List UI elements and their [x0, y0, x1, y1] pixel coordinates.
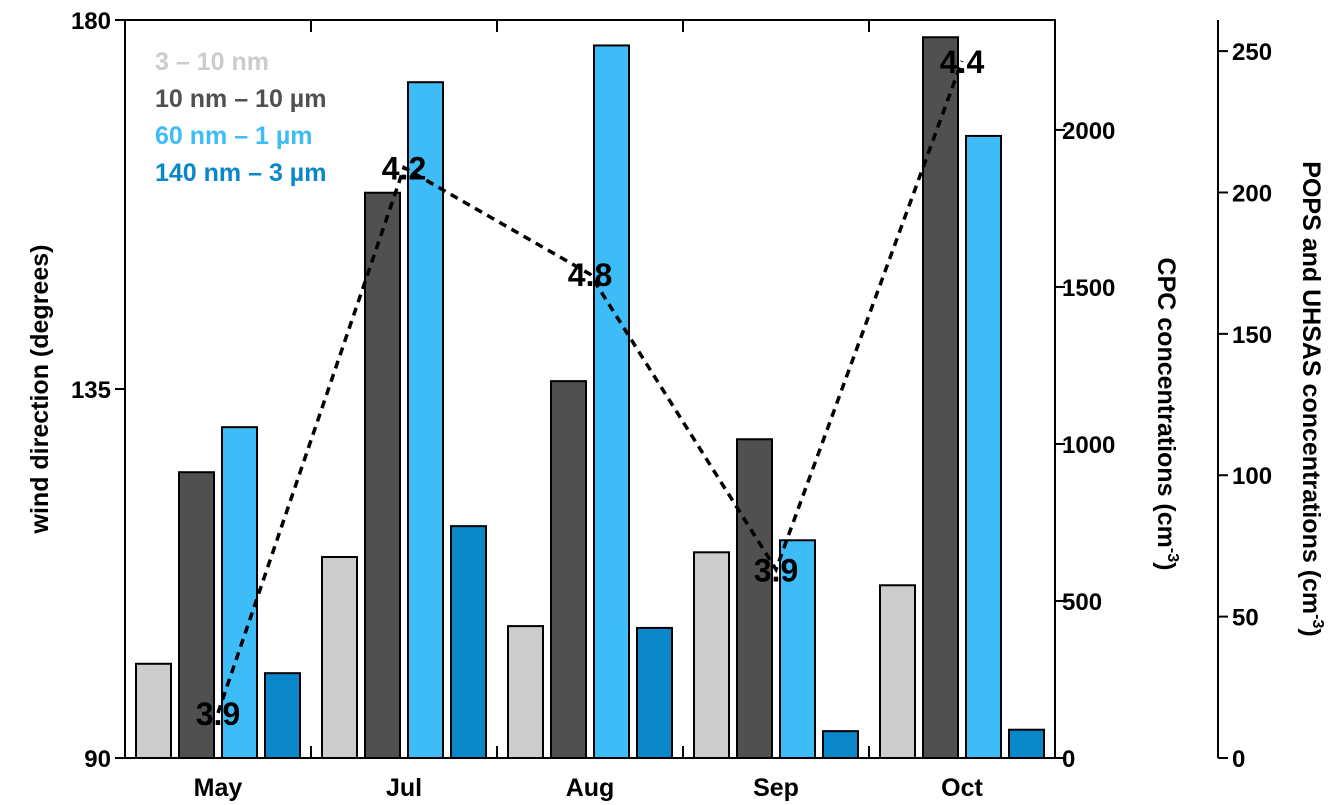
bar-1-jul [364, 191, 401, 760]
bar-2-jul [407, 81, 444, 759]
bar-3-oct [1008, 728, 1045, 759]
pops-tick-label-1: 50 [1232, 605, 1259, 632]
bar-1-sep [736, 438, 773, 759]
pops-tick-label-0: 0 [1232, 746, 1245, 773]
left-axis-title: wind direction (degrees) [26, 245, 54, 535]
bar-3-sep [822, 730, 859, 760]
bar-2-may [221, 426, 258, 759]
bar-1-may [178, 471, 215, 759]
axes-layer: 90 135 180 wind direction (degrees) May Jul Au… [26, 8, 1326, 802]
pops-axis-title-sup: -3 [1309, 614, 1326, 628]
bars-layer [135, 36, 1045, 760]
pops-axis-title-end: ) [1297, 628, 1325, 636]
bar-1-oct [922, 36, 959, 759]
pops-tick-label-4: 200 [1232, 180, 1272, 207]
bar-0-sep [693, 551, 730, 759]
wind-speed-label-3: 3.9 [754, 552, 798, 588]
bar-1-aug [550, 380, 587, 759]
bar-0-oct [879, 584, 916, 760]
cpc-axis-title-sup: -3 [1164, 548, 1181, 562]
cpc-axis-title: CPC concentrations (cm-3) [1152, 258, 1181, 571]
cpc-tick-label-2: 1000 [1062, 432, 1115, 459]
bar-2-oct [965, 134, 1002, 759]
cpc-axis-title-end: ) [1152, 562, 1180, 570]
bar-0-aug [507, 625, 544, 759]
category-label-may: May [194, 774, 243, 802]
cpc-axis-title-main: CPC concentrations (cm [1152, 258, 1180, 548]
wind-direction-line [216, 60, 964, 714]
pops-tick-label-2: 100 [1232, 463, 1272, 490]
cpc-tick-label-0: 0 [1062, 746, 1075, 773]
bar-2-aug [593, 44, 630, 759]
bar-2-sep [779, 539, 816, 760]
legend-entry-2: 60 nm – 1 µm [155, 122, 313, 150]
legend-entry-1: 10 nm – 10 µm [155, 85, 326, 113]
bar-0-jul [321, 556, 358, 759]
pops-tick-label-5: 250 [1232, 39, 1272, 66]
pops-axis-title: POPS and UHSAS concentrations (cm-3) [1297, 161, 1326, 636]
legend: 3 – 10 nm 10 nm – 10 µm 60 nm – 1 µm 140 nm… [155, 48, 326, 187]
wind-speed-label-4: 4.4 [940, 44, 985, 80]
category-label-sep: Sep [753, 774, 799, 802]
wind-line-layer: 3.9 4.2 4.8 3.9 4.4 [196, 44, 985, 732]
cpc-tick-label-1: 500 [1062, 589, 1102, 616]
cpc-tick-label-3: 1500 [1062, 275, 1115, 302]
category-label-oct: Oct [941, 774, 983, 802]
category-label-aug: Aug [566, 774, 615, 802]
bar-3-aug [636, 626, 673, 759]
pops-tick-label-3: 150 [1232, 322, 1272, 349]
wind-speed-label-0: 3.9 [196, 696, 240, 732]
bar-0-may [135, 662, 172, 759]
category-label-jul: Jul [386, 774, 422, 802]
left-tick-label-1: 135 [71, 377, 111, 404]
legend-entry-3: 140 nm – 3 µm [155, 159, 326, 187]
bar-3-may [264, 672, 301, 760]
wind-speed-label-2: 4.8 [568, 257, 612, 293]
wind-speed-label-1: 4.2 [382, 151, 426, 187]
left-tick-label-2: 180 [71, 8, 111, 35]
left-tick-label-0: 90 [84, 746, 111, 773]
cpc-tick-label-4: 2000 [1062, 118, 1115, 145]
bar-3-jul [450, 525, 487, 760]
pops-axis-title-main: POPS and UHSAS concentrations (cm [1297, 161, 1325, 614]
legend-entry-0: 3 – 10 nm [155, 48, 269, 76]
